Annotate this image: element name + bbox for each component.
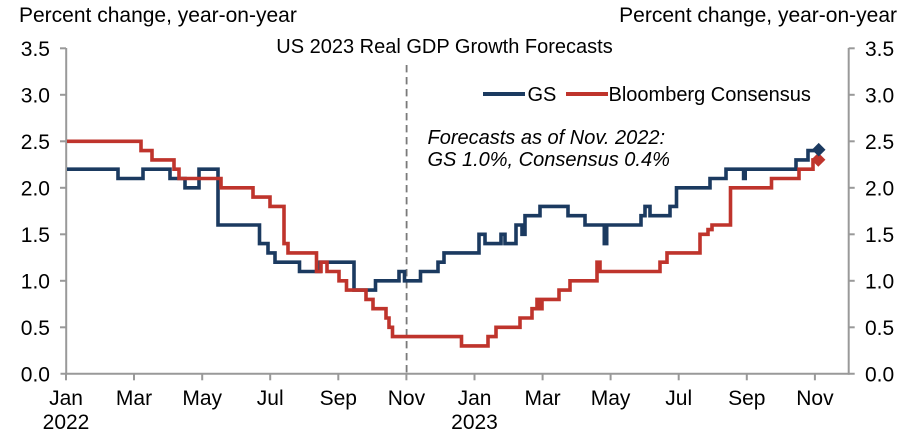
- svg-text:May: May: [182, 387, 222, 410]
- svg-text:2.0: 2.0: [865, 177, 894, 200]
- svg-text:1.5: 1.5: [21, 224, 50, 247]
- svg-text:Mar: Mar: [525, 387, 561, 410]
- svg-text:Percent change, year-on-year: Percent change, year-on-year: [619, 4, 897, 27]
- svg-text:0.5: 0.5: [21, 317, 50, 340]
- svg-text:Sep: Sep: [320, 387, 357, 410]
- svg-text:0.5: 0.5: [865, 317, 894, 340]
- svg-text:Sep: Sep: [728, 387, 765, 410]
- svg-text:1.5: 1.5: [865, 224, 894, 247]
- svg-text:3.5: 3.5: [21, 38, 50, 61]
- svg-text:2023: 2023: [451, 411, 498, 434]
- svg-text:3.5: 3.5: [865, 38, 894, 61]
- svg-text:GS 1.0%, Consensus 0.4%: GS 1.0%, Consensus 0.4%: [428, 149, 670, 171]
- svg-text:3.0: 3.0: [21, 84, 50, 107]
- svg-text:1.0: 1.0: [865, 270, 894, 293]
- svg-text:3.0: 3.0: [865, 84, 894, 107]
- svg-text:Jan: Jan: [49, 387, 83, 410]
- svg-text:0.0: 0.0: [865, 363, 894, 386]
- svg-text:2.5: 2.5: [865, 131, 894, 154]
- svg-text:Forecasts as of Nov. 2022:: Forecasts as of Nov. 2022:: [428, 127, 666, 149]
- svg-text:2.5: 2.5: [21, 131, 50, 154]
- svg-text:Jul: Jul: [665, 387, 692, 410]
- svg-text:Nov: Nov: [388, 387, 426, 410]
- svg-text:2022: 2022: [43, 411, 90, 434]
- svg-text:0.0: 0.0: [21, 363, 50, 386]
- svg-text:Jan: Jan: [458, 387, 492, 410]
- svg-text:Percent change, year-on-year: Percent change, year-on-year: [19, 4, 297, 27]
- svg-text:1.0: 1.0: [21, 270, 50, 293]
- svg-text:Bloomberg Consensus: Bloomberg Consensus: [609, 84, 811, 106]
- svg-text:GS: GS: [528, 84, 557, 106]
- svg-text:Nov: Nov: [796, 387, 834, 410]
- svg-text:May: May: [591, 387, 631, 410]
- svg-text:2.0: 2.0: [21, 177, 50, 200]
- svg-text:Jul: Jul: [257, 387, 284, 410]
- svg-text:Mar: Mar: [116, 387, 152, 410]
- svg-text:US 2023 Real GDP Growth Foreca: US 2023 Real GDP Growth Forecasts: [276, 36, 612, 58]
